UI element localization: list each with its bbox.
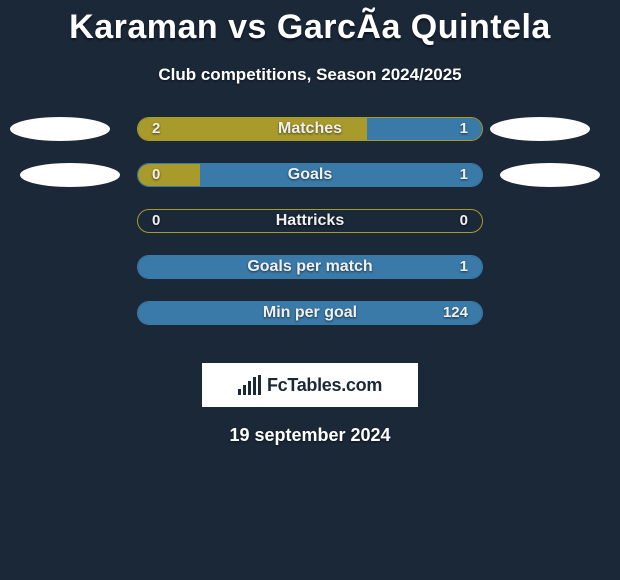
stat-row: 01Goals (0, 163, 620, 209)
stat-label: Hattricks (138, 210, 482, 232)
date-label: 19 september 2024 (0, 425, 620, 446)
stat-row: 21Matches (0, 117, 620, 163)
stat-value-left: 0 (152, 164, 160, 186)
page-title: Karaman vs GarcÃ­a Quintela (0, 0, 620, 47)
stat-row: 124Min per goal (0, 301, 620, 347)
logo-bars-icon (238, 375, 261, 395)
subtitle: Club competitions, Season 2024/2025 (0, 65, 620, 85)
stat-bar-left (138, 118, 367, 140)
stat-bar: 21Matches (137, 117, 483, 141)
stat-bar: 01Goals (137, 163, 483, 187)
stat-bar: 124Min per goal (137, 301, 483, 325)
stat-bar-right (138, 256, 482, 278)
stats-rows: 21Matches01Goals00Hattricks1Goals per ma… (0, 117, 620, 347)
stat-bar: 1Goals per match (137, 255, 483, 279)
stat-bar-left (138, 164, 200, 186)
player-right-marker (490, 117, 590, 141)
stat-bar-right (138, 302, 482, 324)
stat-value-left: 2 (152, 118, 160, 140)
player-right-marker (500, 163, 600, 187)
logo-text: FcTables.com (267, 375, 382, 396)
fctables-logo: FcTables.com (202, 363, 418, 407)
stat-bar-right (200, 164, 482, 186)
stat-value-right: 1 (460, 118, 468, 140)
stat-value-right: 1 (460, 164, 468, 186)
stat-bar: 0 0Hattricks (137, 209, 483, 233)
player-left-marker (10, 117, 110, 141)
stat-row: 0 0Hattricks (0, 209, 620, 255)
stat-value-right: 1 (460, 256, 468, 278)
player-left-marker (20, 163, 120, 187)
stat-value-left: 0 (152, 210, 160, 232)
stat-value-right: 0 (460, 210, 468, 232)
stat-row: 1Goals per match (0, 255, 620, 301)
stat-value-right: 124 (443, 302, 468, 324)
